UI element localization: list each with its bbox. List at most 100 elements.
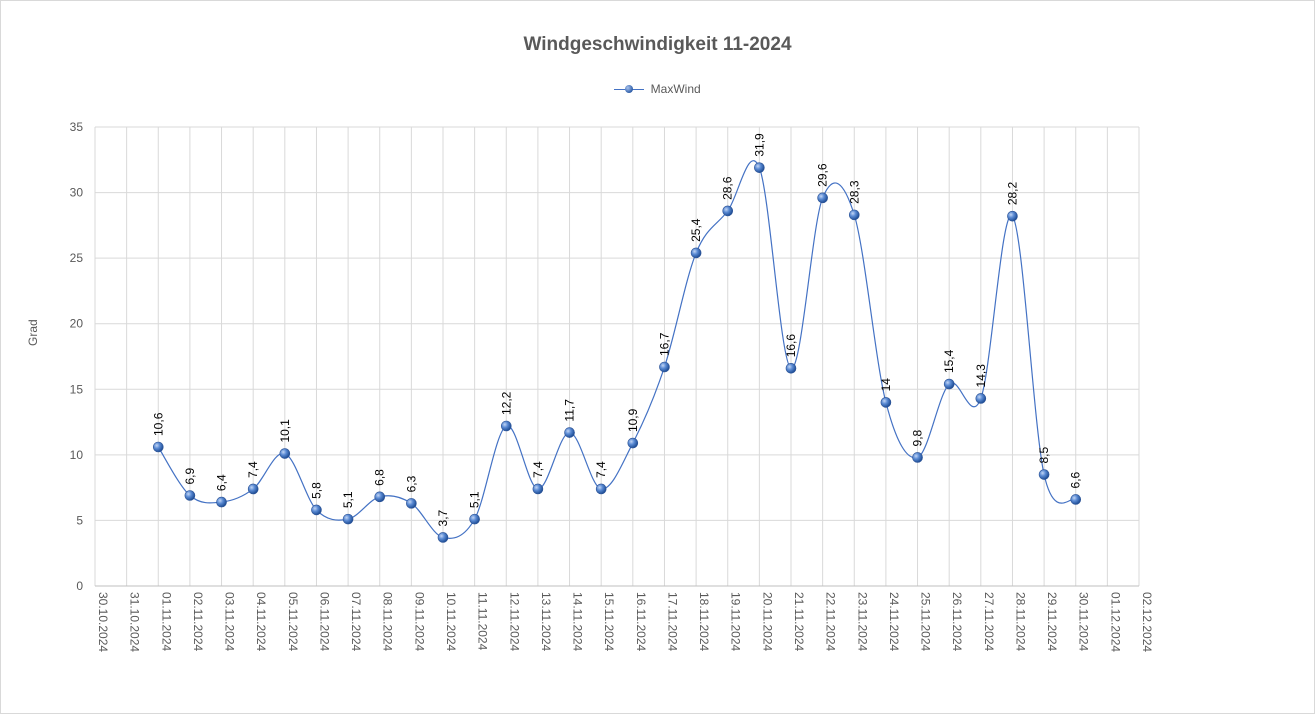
data-point xyxy=(1070,494,1082,505)
data-point xyxy=(943,378,955,390)
x-tick-label: 02.11.2024 xyxy=(191,592,205,651)
chart-title: Windgeschwindigkeit 11-2024 xyxy=(523,34,792,55)
x-tick-label: 16.11.2024 xyxy=(634,592,648,651)
legend-label: MaxWind xyxy=(650,81,701,96)
data-point xyxy=(627,437,639,449)
y-tick-label: 10 xyxy=(70,448,84,462)
x-tick-label: 08.11.2024 xyxy=(381,592,395,651)
data-point xyxy=(659,361,670,373)
data-point xyxy=(912,452,923,463)
data-label: 16,7 xyxy=(657,332,671,356)
data-label: 28,3 xyxy=(847,180,861,204)
x-tick-label: 29.11.2024 xyxy=(1045,592,1059,651)
x-tick-label: 18.11.2024 xyxy=(697,592,711,651)
x-tick-label: 27.11.2024 xyxy=(982,592,996,651)
data-label: 14,3 xyxy=(974,364,988,388)
data-label: 31,9 xyxy=(752,133,766,157)
data-point xyxy=(247,483,259,495)
data-label: 25,4 xyxy=(689,218,703,242)
data-label: 8,5 xyxy=(1037,447,1051,464)
data-point xyxy=(152,441,164,453)
data-label: 6,3 xyxy=(404,475,418,492)
x-tick-label: 28.11.2024 xyxy=(1013,592,1027,651)
data-label: 10,6 xyxy=(151,412,165,436)
x-tick-label: 21.11.2024 xyxy=(792,592,806,651)
data-point xyxy=(311,504,322,516)
data-label: 5,8 xyxy=(309,482,323,499)
x-tick-label: 06.11.2024 xyxy=(317,592,331,651)
x-tick-label: 30.10.2024 xyxy=(96,592,110,652)
data-label: 10,1 xyxy=(278,419,292,443)
x-tick-label: 02.12.2024 xyxy=(1140,592,1154,652)
x-tick-label: 14.11.2024 xyxy=(571,592,585,651)
data-label: 9,8 xyxy=(911,429,925,446)
data-label: 5,1 xyxy=(341,491,355,508)
x-tick-label: 01.11.2024 xyxy=(159,592,173,651)
data-point xyxy=(279,448,291,459)
data-label: 7,4 xyxy=(246,461,260,478)
x-tick-label: 26.11.2024 xyxy=(950,592,964,651)
x-tick-label: 07.11.2024 xyxy=(349,592,363,651)
x-tick-label: 05.11.2024 xyxy=(286,592,300,651)
data-point xyxy=(754,162,765,173)
data-point xyxy=(564,427,575,438)
data-point xyxy=(1038,469,1050,480)
data-point xyxy=(500,420,512,432)
data-label: 5,1 xyxy=(468,491,482,508)
y-tick-label: 5 xyxy=(76,513,83,527)
data-point xyxy=(374,491,386,503)
x-tick-label: 01.12.2024 xyxy=(1108,592,1122,652)
x-tick-label: 24.11.2024 xyxy=(887,592,901,651)
data-label: 6,8 xyxy=(373,469,387,486)
data-label: 6,4 xyxy=(215,474,229,491)
data-point xyxy=(595,483,607,495)
y-tick-label: 35 xyxy=(70,120,84,134)
x-tick-label: 11.11.2024 xyxy=(476,592,490,651)
y-tick-label: 15 xyxy=(70,382,84,396)
data-point xyxy=(184,490,196,501)
x-tick-label: 23.11.2024 xyxy=(855,592,869,651)
data-label: 28,6 xyxy=(721,176,735,200)
y-tick-label: 30 xyxy=(70,186,84,200)
x-tick-label: 09.11.2024 xyxy=(412,592,426,651)
y-tick-label: 25 xyxy=(70,251,84,265)
data-point xyxy=(975,393,987,404)
data-label: 11,7 xyxy=(563,399,577,422)
x-tick-label: 31.10.2024 xyxy=(128,592,142,652)
legend: MaxWind xyxy=(1,81,1314,96)
data-label: 6,9 xyxy=(183,468,197,485)
x-tick-label: 19.11.2024 xyxy=(729,592,743,651)
data-label: 7,4 xyxy=(594,461,608,478)
y-tick-label: 20 xyxy=(70,317,84,331)
data-point xyxy=(406,498,417,509)
x-tick-label: 15.11.2024 xyxy=(602,592,616,651)
x-tick-label: 04.11.2024 xyxy=(254,592,268,651)
x-tick-label: 17.11.2024 xyxy=(665,592,679,651)
data-point xyxy=(216,496,227,508)
series-line-maxwind xyxy=(157,160,1077,539)
data-label: 10,9 xyxy=(626,408,640,432)
data-label: 7,4 xyxy=(531,461,545,478)
x-tick-label: 25.11.2024 xyxy=(919,592,933,651)
data-point xyxy=(469,513,480,525)
data-label: 14 xyxy=(879,378,893,392)
data-point xyxy=(785,363,797,374)
data-point xyxy=(437,532,449,543)
x-tick-label: 20.11.2024 xyxy=(760,592,774,651)
x-tick-label: 22.11.2024 xyxy=(824,592,838,651)
data-label: 12,2 xyxy=(499,391,513,415)
data-point xyxy=(1007,210,1018,222)
data-label: 6,6 xyxy=(1069,471,1083,488)
data-label: 3,7 xyxy=(436,509,450,526)
data-label: 28,2 xyxy=(1005,181,1019,205)
data-point xyxy=(532,483,544,495)
data-point xyxy=(342,513,354,525)
x-tick-label: 10.11.2024 xyxy=(444,592,458,651)
legend-marker xyxy=(614,83,645,95)
data-label: 16,6 xyxy=(784,334,798,358)
x-tick-label: 13.11.2024 xyxy=(539,592,553,651)
y-tick-label: 0 xyxy=(76,579,83,593)
data-point xyxy=(848,209,860,221)
